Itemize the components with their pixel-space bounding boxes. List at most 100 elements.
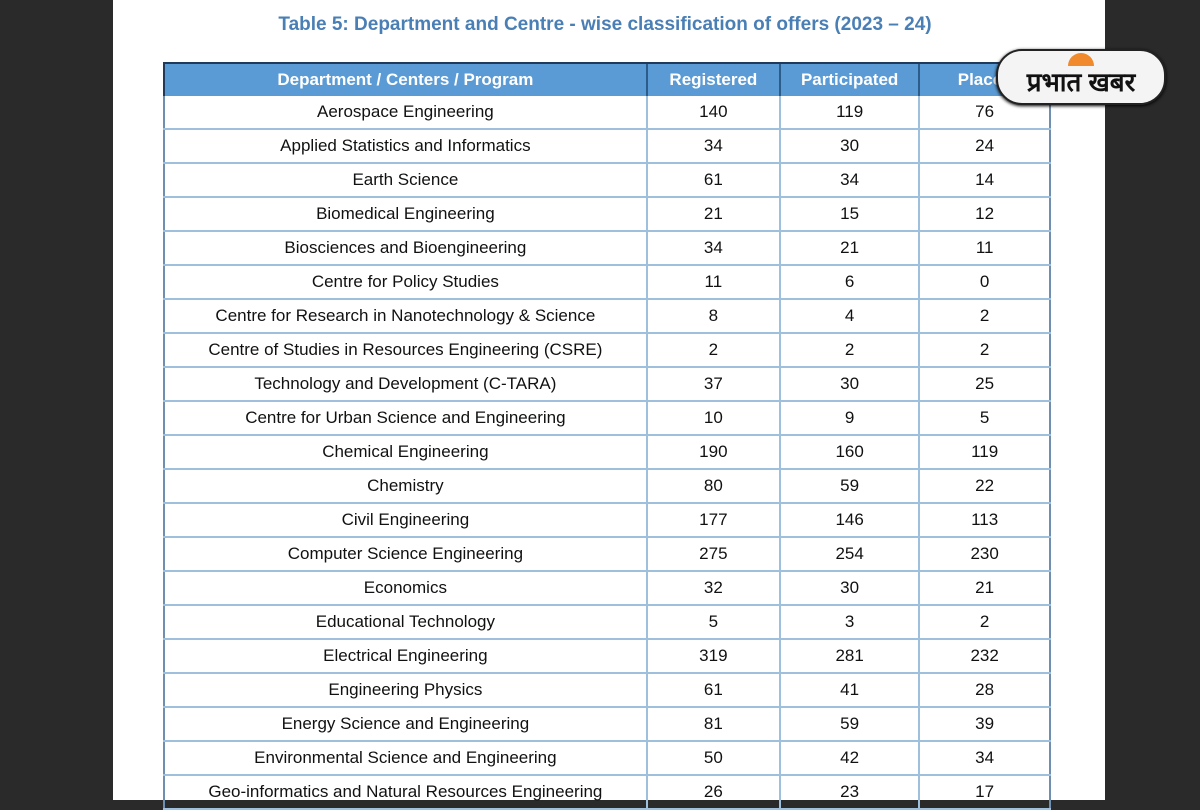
cell-registered: 319 [645,639,780,674]
cell-registered: 2 [645,333,780,368]
table-row: Biosciences and Bioengineering 34 21 11 [163,231,1051,266]
cell-participated: 41 [778,673,920,708]
cell-department: Technology and Development (C-TARA) [163,367,647,402]
cell-placed: 2 [918,605,1051,640]
table-row: Aerospace Engineering 140 119 76 [163,96,1051,130]
cell-department: Biosciences and Bioengineering [163,231,647,266]
cell-participated: 281 [778,639,920,674]
cell-department: Applied Statistics and Informatics [163,129,647,164]
cell-department: Earth Science [163,163,647,198]
table-row: Biomedical Engineering 21 15 12 [163,197,1051,232]
cell-placed: 230 [918,537,1051,572]
cell-placed: 0 [918,265,1051,300]
cell-registered: 34 [645,129,780,164]
sun-icon [1068,53,1094,66]
cell-placed: 2 [918,333,1051,368]
table-row: Chemistry 80 59 22 [163,469,1051,504]
cell-registered: 32 [645,571,780,606]
cell-participated: 119 [778,96,920,130]
cell-department: Civil Engineering [163,503,647,538]
cell-placed: 2 [918,299,1051,334]
table-row: Electrical Engineering 319 281 232 [163,639,1051,674]
cell-participated: 23 [778,775,920,810]
column-header-registered: Registered [645,62,780,96]
cell-department: Centre of Studies in Resources Engineeri… [163,333,647,368]
header-row: Department / Centers / Program Registere… [163,62,1050,96]
cell-participated: 254 [778,537,920,572]
cell-registered: 5 [645,605,780,640]
logo-text: प्रभात खबर [1026,67,1136,97]
table-row: Computer Science Engineering 275 254 230 [163,537,1051,572]
cell-registered: 26 [645,775,780,810]
cell-registered: 37 [645,367,780,402]
offers-table: Department / Centers / Program Registere… [163,62,1051,810]
cell-placed: 17 [918,775,1051,810]
cell-department: Electrical Engineering [163,639,647,674]
cell-placed: 21 [918,571,1051,606]
table-row: Centre for Urban Science and Engineering… [163,401,1051,436]
cell-participated: 4 [778,299,920,334]
cell-department: Aerospace Engineering [163,96,647,130]
cell-registered: 140 [645,96,780,130]
table-row: Economics 32 30 21 [163,571,1051,606]
cell-participated: 59 [778,707,920,742]
cell-registered: 80 [645,469,780,504]
cell-registered: 10 [645,401,780,436]
cell-participated: 3 [778,605,920,640]
cell-participated: 59 [778,469,920,504]
cell-registered: 11 [645,265,780,300]
cell-placed: 12 [918,197,1051,232]
cell-participated: 9 [778,401,920,436]
cell-participated: 34 [778,163,920,198]
cell-department: Economics [163,571,647,606]
table-row: Educational Technology 5 3 2 [163,605,1051,640]
cell-placed: 5 [918,401,1051,436]
cell-participated: 30 [778,129,920,164]
table-row: Environmental Science and Engineering 50 4… [163,741,1051,776]
cell-registered: 61 [645,163,780,198]
cell-placed: 22 [918,469,1051,504]
cell-placed: 24 [918,129,1051,164]
cell-department: Chemical Engineering [163,435,647,470]
column-header-department: Department / Centers / Program [163,62,647,96]
cell-participated: 30 [778,571,920,606]
cell-participated: 160 [778,435,920,470]
prabhat-khabar-logo: प्रभात खबर [996,49,1166,105]
table-row: Technology and Development (C-TARA) 37 30 2… [163,367,1051,402]
cell-department: Centre for Policy Studies [163,265,647,300]
cell-participated: 21 [778,231,920,266]
table-row: Centre for Policy Studies 11 6 0 [163,265,1051,300]
table-row: Centre of Studies in Resources Engineeri… [163,333,1051,368]
cell-registered: 21 [645,197,780,232]
cell-department: Engineering Physics [163,673,647,708]
table-row: Chemical Engineering 190 160 119 [163,435,1051,470]
cell-registered: 81 [645,707,780,742]
table-row: Energy Science and Engineering 81 59 39 [163,707,1051,742]
cell-department: Educational Technology [163,605,647,640]
cell-placed: 232 [918,639,1051,674]
cell-placed: 119 [918,435,1051,470]
column-header-participated: Participated [778,62,920,96]
cell-placed: 28 [918,673,1051,708]
cell-registered: 61 [645,673,780,708]
cell-department: Geo-informatics and Natural Resources En… [163,775,647,810]
table-row: Engineering Physics 61 41 28 [163,673,1051,708]
cell-participated: 15 [778,197,920,232]
table-row: Earth Science 61 34 14 [163,163,1051,198]
table-row: Geo-informatics and Natural Resources En… [163,775,1051,810]
table-row: Centre for Research in Nanotechnology & … [163,299,1051,334]
table-title: Table 5: Department and Centre - wise cl… [278,14,932,35]
cell-department: Chemistry [163,469,647,504]
cell-participated: 2 [778,333,920,368]
cell-participated: 146 [778,503,920,538]
cell-placed: 76 [918,96,1051,130]
cell-department: Energy Science and Engineering [163,707,647,742]
cell-department: Computer Science Engineering [163,537,647,572]
cell-registered: 177 [645,503,780,538]
cell-participated: 30 [778,367,920,402]
cell-placed: 11 [918,231,1051,266]
table-row: Civil Engineering 177 146 113 [163,503,1051,538]
cell-placed: 25 [918,367,1051,402]
cell-department: Centre for Research in Nanotechnology & … [163,299,647,334]
cell-registered: 190 [645,435,780,470]
